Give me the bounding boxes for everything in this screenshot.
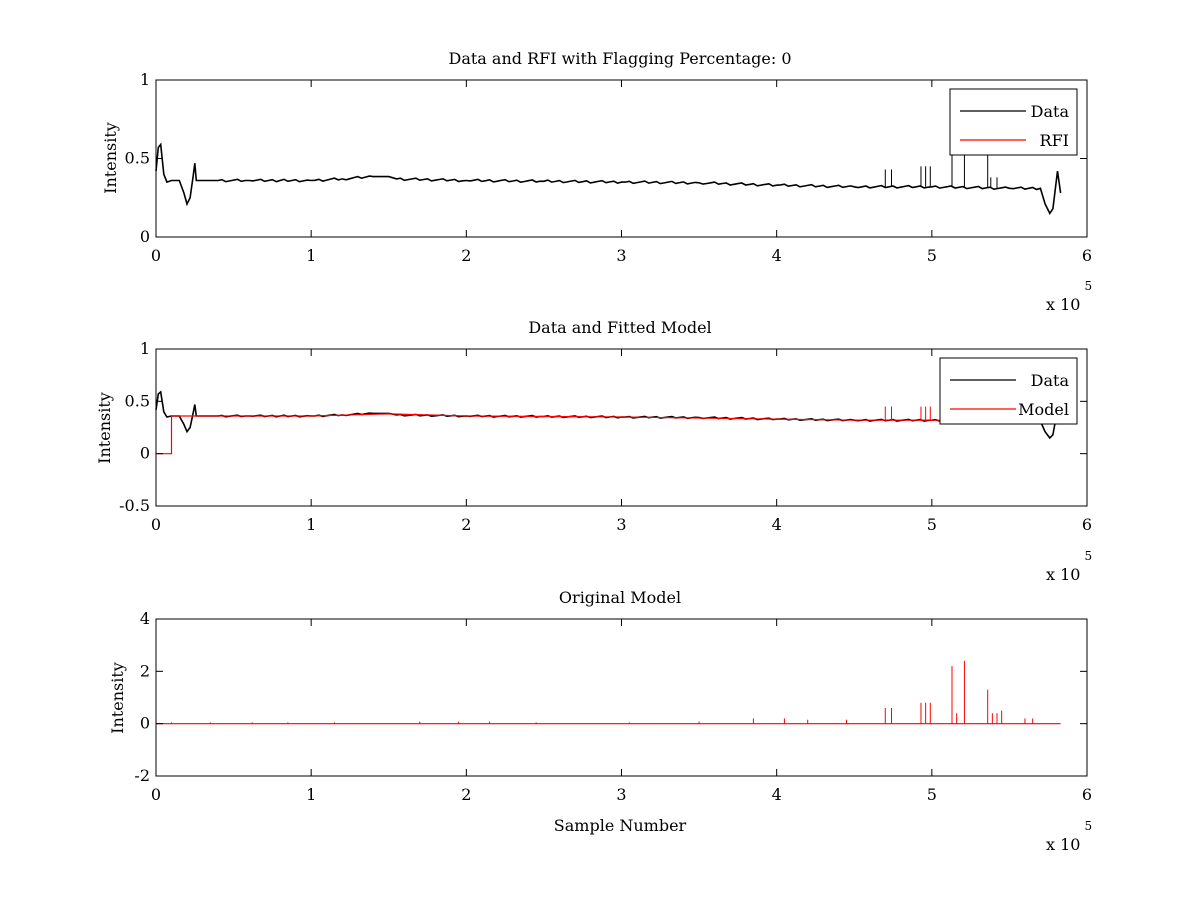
x-ticks: 0 1 2 3 4 5 6 [151, 80, 1092, 265]
x-tick-label: 5 [927, 246, 937, 265]
x-ticks: 0 1 2 3 4 5 6 [151, 619, 1092, 804]
y-ticks: -2 0 2 4 [134, 609, 1087, 785]
x-multiplier: x 10 5 [1046, 549, 1092, 584]
y-tick-label: 0 [140, 227, 150, 246]
axes-box [155, 348, 1088, 507]
x-multiplier-exponent: 5 [1084, 549, 1092, 563]
legend-label: Data [1031, 102, 1070, 121]
y-tick-label: -0.5 [119, 496, 150, 515]
y-tick-label: 4 [140, 609, 150, 628]
x-multiplier-exponent: 5 [1084, 279, 1092, 293]
x-tick-label: 0 [151, 785, 161, 804]
legend-label: RFI [1040, 131, 1069, 150]
y-ticks: -0.5 0 0.5 1 [119, 339, 1087, 515]
x-tick-label: 2 [461, 246, 471, 265]
legend-box [949, 88, 1078, 156]
y-tick-label: 0.5 [125, 391, 150, 410]
plot-area [155, 142, 1062, 215]
x-tick-label: 1 [306, 515, 316, 534]
legend: Data Model [939, 357, 1078, 425]
x-tick-label: 6 [1082, 785, 1092, 804]
legend-label: Data [1031, 371, 1070, 390]
x-multiplier-base: x 10 [1046, 565, 1080, 584]
y-axis-label: Intensity [101, 122, 120, 194]
x-tick-label: 4 [772, 785, 782, 804]
x-axis-label: Sample Number [554, 816, 687, 835]
y-axis-label: Intensity [95, 392, 114, 464]
plot-area [155, 390, 1062, 455]
axes-box [155, 618, 1088, 777]
y-tick-label: 2 [140, 661, 150, 680]
y-tick-label: 1 [140, 339, 150, 358]
subplot-title: Data and RFI with Flagging Percentage: 0 [448, 49, 791, 68]
series-line-data [155, 142, 1062, 215]
y-axis-label: Intensity [108, 662, 127, 734]
x-multiplier-base: x 10 [1046, 295, 1080, 314]
x-multiplier: x 10 5 [1046, 279, 1092, 314]
y-tick-label: 0 [140, 444, 150, 463]
x-ticks: 0 1 2 3 4 5 6 [151, 349, 1092, 534]
x-tick-label: 3 [616, 785, 626, 804]
x-tick-label: 2 [461, 785, 471, 804]
x-tick-label: 6 [1082, 246, 1092, 265]
x-tick-label: 2 [461, 515, 471, 534]
subplot-title: Data and Fitted Model [528, 318, 711, 337]
x-multiplier: x 10 5 [1046, 819, 1092, 854]
axes-box [155, 79, 1088, 238]
x-multiplier-base: x 10 [1046, 835, 1080, 854]
x-tick-label: 3 [616, 246, 626, 265]
x-tick-label: 4 [772, 515, 782, 534]
x-multiplier-exponent: 5 [1084, 819, 1092, 833]
x-tick-label: 5 [927, 515, 937, 534]
legend-box [939, 357, 1078, 425]
series-line-model [156, 413, 1010, 455]
x-tick-label: 5 [927, 785, 937, 804]
plot-area [156, 660, 1061, 725]
x-tick-label: 4 [772, 246, 782, 265]
x-tick-label: 0 [151, 515, 161, 534]
y-tick-label: 0.5 [125, 149, 150, 168]
x-tick-label: 1 [306, 785, 316, 804]
legend-label: Model [1018, 400, 1069, 419]
subplot-data-rfi: Data and RFI with Flagging Percentage: 0… [101, 49, 1092, 314]
subplot-title: Original Model [559, 588, 681, 607]
y-tick-label: -2 [134, 766, 150, 785]
x-tick-label: 0 [151, 246, 161, 265]
y-tick-label: 0 [140, 714, 150, 733]
x-tick-label: 3 [616, 515, 626, 534]
y-tick-label: 1 [140, 70, 150, 89]
y-ticks: 00.51 [125, 70, 1087, 246]
x-tick-label: 6 [1082, 515, 1092, 534]
legend: Data RFI [949, 88, 1078, 156]
x-tick-label: 1 [306, 246, 316, 265]
